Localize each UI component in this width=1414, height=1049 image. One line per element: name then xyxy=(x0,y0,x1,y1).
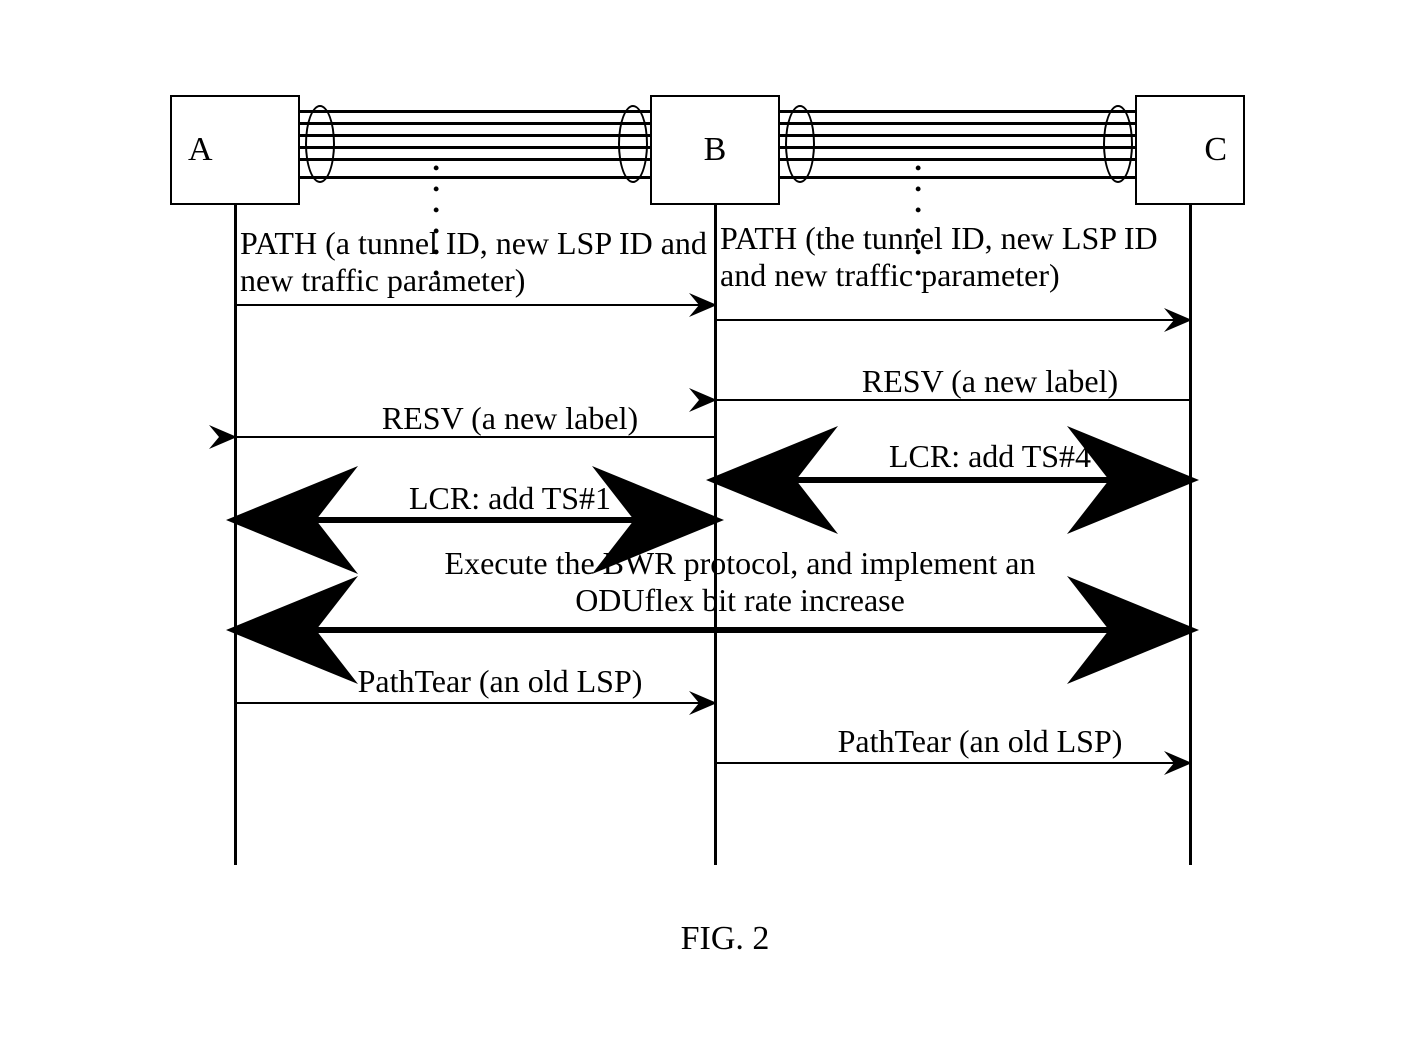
sequence-diagram: A B C • • • • • • • • • • • • xyxy=(170,95,1245,865)
msg-tear-bc: PathTear (an old LSP) xyxy=(780,723,1180,760)
msg-lcr-ab: LCR: add TS#1 xyxy=(320,480,700,517)
msg-bwr: Execute the BWR protocol, and implement … xyxy=(420,545,1060,619)
figure-caption: FIG. 2 xyxy=(665,920,785,958)
msg-resv-cb: RESV (a new label) xyxy=(800,363,1180,400)
msg-path-ab: PATH (a tunnel ID, new LSP ID and new tr… xyxy=(240,225,715,299)
msg-tear-ab: PathTear (an old LSP) xyxy=(300,663,700,700)
msg-lcr-bc: LCR: add TS#4 xyxy=(800,438,1180,475)
msg-path-bc: PATH (the tunnel ID, new LSP ID and new … xyxy=(720,220,1200,294)
msg-resv-ba: RESV (a new label) xyxy=(320,400,700,437)
